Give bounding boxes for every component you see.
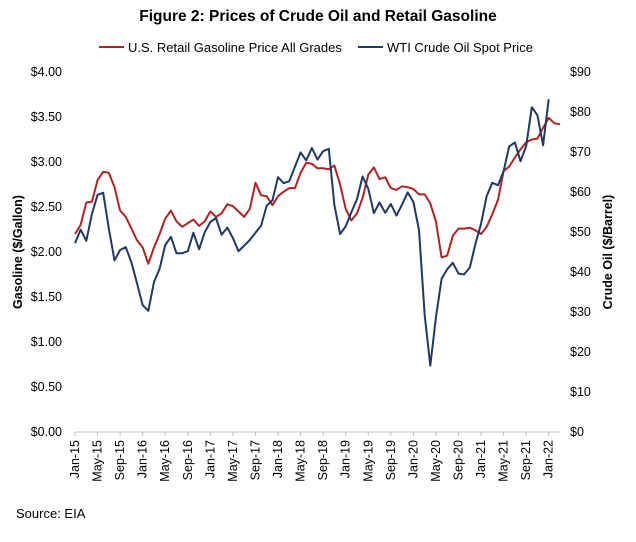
- x-tick-label: May-21: [497, 440, 511, 482]
- y-right-tick-label: $10: [570, 385, 591, 399]
- right-axis-ticks: $0 $10 $20 $30 $40 $50 $60 $70 $80 $90: [570, 65, 591, 439]
- x-tick-label: Jan-22: [542, 440, 556, 478]
- y-right-tick-label: $50: [570, 225, 591, 239]
- y-right-tick-label: $80: [570, 105, 591, 119]
- x-tick-label: Sep-16: [181, 440, 195, 480]
- x-tick-label: Sep-17: [248, 440, 262, 480]
- y-right-tick-label: $60: [570, 185, 591, 199]
- x-tick-label: Jan-20: [406, 440, 420, 478]
- x-axis-ticks: Jan-15 May-15 Sep-15 Jan-16 May-16 Sep-16 Jan-…: [68, 432, 556, 482]
- y-left-tick-label: $2.50: [31, 200, 62, 214]
- x-tick-label: May-15: [91, 440, 105, 482]
- y-left-tick-label: $1.50: [31, 290, 62, 304]
- x-tick-label: May-17: [226, 440, 240, 482]
- y-right-axis-label: Crude Oil ($/Barrel): [601, 195, 615, 310]
- legend-label-gasoline: U.S. Retail Gasoline Price All Grades: [128, 40, 342, 55]
- y-right-tick-label: $70: [570, 145, 591, 159]
- y-left-tick-label: $3.00: [31, 155, 62, 169]
- y-right-tick-label: $20: [570, 345, 591, 359]
- y-left-tick-label: $0.50: [31, 380, 62, 394]
- x-tick-label: Sep-21: [519, 440, 533, 480]
- x-tick-label: Jan-17: [203, 440, 217, 478]
- y-left-tick-label: $4.00: [31, 65, 62, 79]
- x-tick-label: Sep-19: [384, 440, 398, 480]
- y-left-axis-label: Gasoline ($/Gallon): [11, 195, 25, 309]
- legend-label-crude: WTI Crude Oil Spot Price: [387, 40, 533, 55]
- y-left-tick-label: $3.50: [31, 110, 62, 124]
- x-tick-label: Sep-15: [113, 440, 127, 480]
- x-tick-label: Sep-18: [316, 440, 330, 480]
- x-tick-label: May-18: [294, 440, 308, 482]
- x-tick-label: Jan-21: [474, 440, 488, 478]
- chart: U.S. Retail Gasoline Price All Grades WT…: [11, 40, 615, 482]
- crude-oil-price-line: [74, 99, 550, 367]
- x-tick-label: Jan-16: [136, 440, 150, 478]
- x-tick-label: Jan-18: [271, 440, 285, 478]
- legend: U.S. Retail Gasoline Price All Grades WT…: [99, 40, 533, 55]
- y-left-tick-label: $2.00: [31, 245, 62, 259]
- source-note: Source: EIA: [16, 506, 86, 521]
- x-tick-label: May-20: [429, 440, 443, 482]
- y-left-tick-label: $1.00: [31, 335, 62, 349]
- y-right-tick-label: $90: [570, 65, 591, 79]
- y-right-tick-label: $0: [570, 425, 584, 439]
- left-axis-ticks: $0.00 $0.50 $1.00 $1.50 $2.00 $2.50 $3.00 $3.50…: [31, 65, 62, 439]
- x-tick-label: May-16: [158, 440, 172, 482]
- gasoline-price-line: [74, 116, 561, 265]
- y-left-tick-label: $0.00: [31, 425, 62, 439]
- x-tick-label: Jan-15: [68, 440, 82, 478]
- x-tick-label: Sep-20: [451, 440, 465, 480]
- y-right-tick-label: $40: [570, 265, 591, 279]
- series-group: [74, 99, 561, 367]
- x-tick-label: May-19: [361, 440, 375, 482]
- x-tick-label: Jan-19: [339, 440, 353, 478]
- chart-title: Figure 2: Prices of Crude Oil and Retail…: [139, 8, 497, 25]
- y-right-tick-label: $30: [570, 305, 591, 319]
